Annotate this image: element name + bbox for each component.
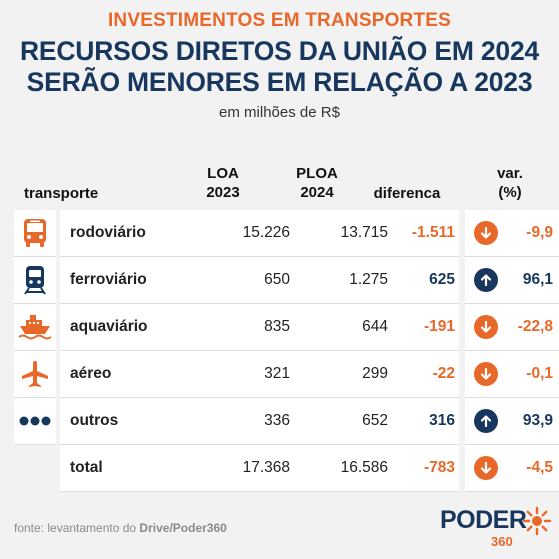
- arrow-down-icon: [474, 362, 498, 386]
- loa-value: 321: [264, 365, 290, 382]
- source-note: fonte: levantamento do Drive/Poder360: [14, 521, 227, 535]
- row-cells: total 17.368 16.586 -783: [60, 445, 459, 492]
- column-header-ploa-line-1: PLOA: [296, 165, 338, 182]
- dots-icon: [14, 398, 56, 445]
- var-cell: 96,1: [465, 257, 559, 304]
- column-header-ploa: PLOA 2024: [282, 164, 352, 202]
- table-row-total: total 17.368 16.586 -783 -4,5: [14, 445, 559, 492]
- var-value: 96,1: [522, 271, 553, 288]
- ploa-value: 13.715: [340, 224, 388, 241]
- arrow-up-icon: [474, 409, 498, 433]
- column-header-loa-line-2: 2023: [206, 184, 240, 201]
- table-row-outros: outros 336 652 316 93,9: [14, 398, 559, 445]
- column-header-var-line-2: (%): [498, 184, 522, 201]
- main-title-line-1: RECURSOS DIRETOS DA UNIÃO EM 2024: [19, 36, 540, 66]
- ploa-value: 644: [362, 318, 388, 335]
- diferenca-value: -1.511: [411, 224, 455, 241]
- airplane-icon: [14, 351, 56, 398]
- row-cells: rodoviário 15.226 13.715 -1.511: [60, 210, 459, 257]
- var-cell: 93,9: [465, 398, 559, 445]
- logo-mark-icon: [522, 506, 552, 541]
- row-label: aquaviário: [70, 318, 148, 335]
- data-table: rodoviário 15.226 13.715 -1.511 -9,9 fer…: [14, 210, 559, 492]
- row-label: rodoviário: [70, 224, 146, 241]
- column-header-loa-line-1: LOA: [207, 165, 239, 182]
- table-row-rodoviario: rodoviário 15.226 13.715 -1.511 -9,9: [14, 210, 559, 257]
- var-cell: -9,9: [465, 210, 559, 257]
- subtitle: em milhões de R$: [219, 104, 340, 121]
- var-cell: -22,8: [465, 304, 559, 351]
- arrow-down-icon: [474, 456, 498, 480]
- column-header-diferenca: diferenca: [373, 185, 441, 202]
- train-icon: [14, 257, 56, 304]
- row-cells: aquaviário 835 644 -191: [60, 304, 459, 351]
- diferenca-value: -191: [423, 318, 455, 335]
- var-value: -4,5: [526, 459, 553, 476]
- ship-icon: [14, 304, 56, 351]
- source-prefix: fonte: levantamento do: [14, 521, 140, 535]
- column-header-var-line-1: var.: [497, 165, 523, 182]
- loa-value: 650: [264, 271, 290, 288]
- column-header-loa: LOA 2023: [188, 164, 258, 202]
- var-cell: -0,1: [465, 351, 559, 398]
- arrow-down-icon: [474, 221, 498, 245]
- row-cells: aéreo 321 299 -22: [60, 351, 459, 398]
- var-value: -22,8: [517, 318, 553, 335]
- arrow-down-icon: [474, 315, 498, 339]
- row-label: outros: [70, 412, 119, 429]
- column-header-ploa-line-2: 2024: [300, 184, 334, 201]
- logo-name: PODER: [440, 506, 527, 534]
- diferenca-value: -22: [432, 365, 455, 382]
- loa-value: 15.226: [242, 224, 290, 241]
- column-header-transporte: transporte: [24, 185, 99, 202]
- arrow-up-icon: [474, 268, 498, 292]
- loa-value: 835: [264, 318, 290, 335]
- row-label: ferroviário: [70, 271, 147, 288]
- table-row-aereo: aéreo 321 299 -22 -0,1: [14, 351, 559, 398]
- diferenca-value: 316: [429, 412, 455, 429]
- ploa-value: 299: [362, 365, 388, 382]
- row-label: aéreo: [70, 365, 112, 382]
- empty-icon-cell: [14, 445, 56, 491]
- row-label: total: [70, 459, 103, 476]
- main-title: RECURSOS DIRETOS DA UNIÃO EM 2024 SERÃO …: [0, 36, 559, 98]
- main-title-line-2: SERÃO MENORES EM RELAÇÃO A 2023: [26, 67, 533, 97]
- var-value: 93,9: [522, 412, 553, 429]
- column-header-var: var. (%): [470, 164, 550, 202]
- poder360-logo: PODER 360: [440, 506, 555, 552]
- row-cells: outros 336 652 316: [60, 398, 459, 445]
- loa-value: 336: [264, 412, 290, 429]
- bus-icon: [14, 210, 56, 257]
- diferenca-value: -783: [423, 459, 455, 476]
- var-cell: -4,5: [465, 445, 559, 492]
- ploa-value: 16.586: [340, 459, 388, 476]
- logo-number: 360: [491, 534, 513, 549]
- var-value: -0,1: [526, 365, 553, 382]
- source-bold: Drive/Poder360: [139, 521, 227, 535]
- loa-value: 17.368: [242, 459, 290, 476]
- row-cells: ferroviário 650 1.275 625: [60, 257, 459, 304]
- ploa-value: 1.275: [349, 271, 388, 288]
- kicker-title: INVESTIMENTOS EM TRANSPORTES: [107, 10, 452, 31]
- table-row-ferroviario: ferroviário 650 1.275 625 96,1: [14, 257, 559, 304]
- ploa-value: 652: [362, 412, 388, 429]
- var-value: -9,9: [526, 224, 553, 241]
- diferenca-value: 625: [429, 271, 455, 288]
- table-row-aquaviario: aquaviário 835 644 -191 -22,8: [14, 304, 559, 351]
